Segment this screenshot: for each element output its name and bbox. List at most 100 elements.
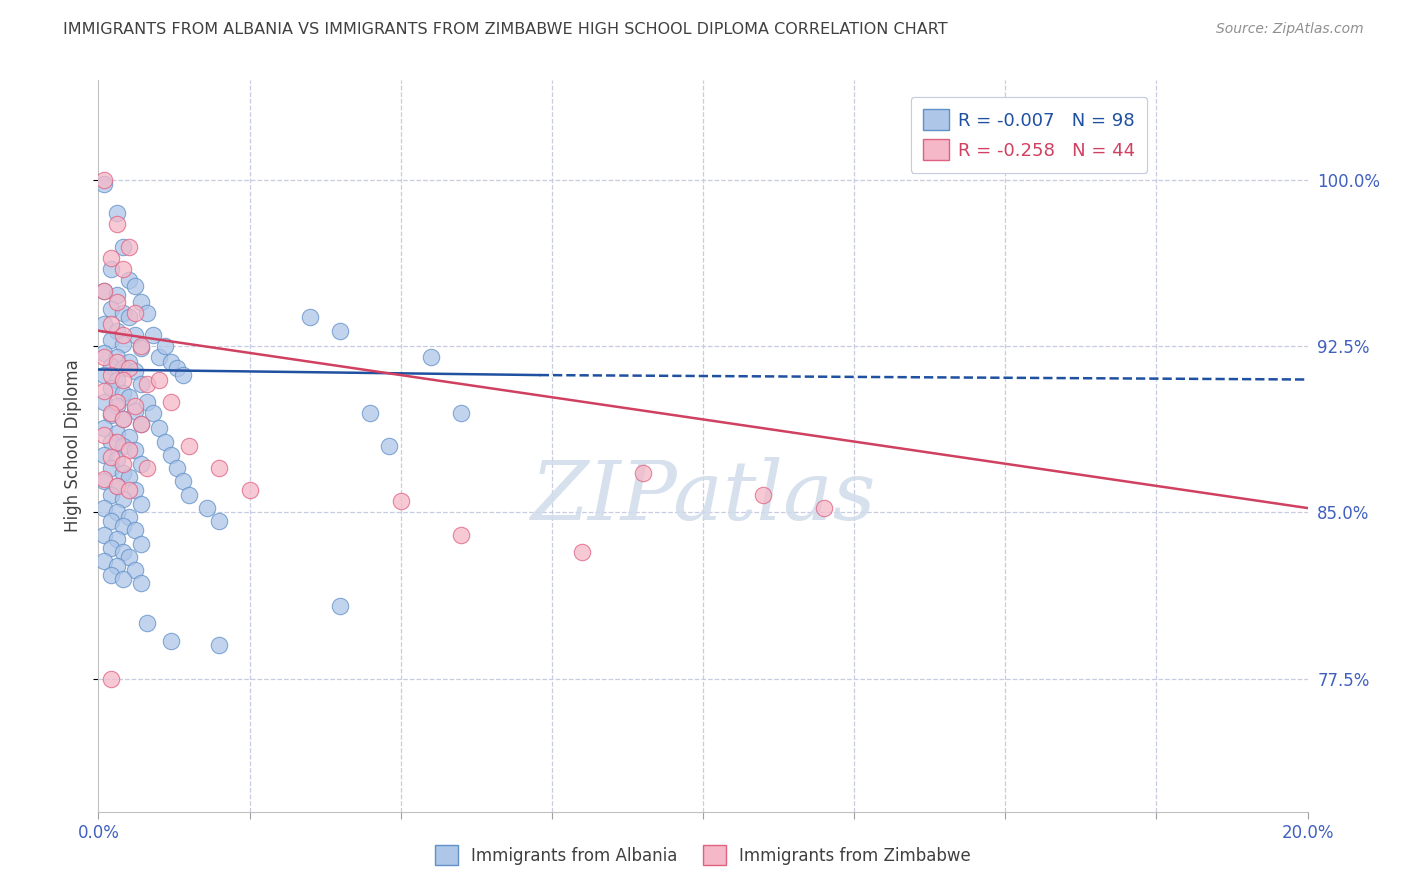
Point [118,355,141,369]
Point [100,450,122,464]
Point [129,417,152,431]
Point [329,599,352,613]
Point [129,339,152,353]
Point [100,381,122,395]
Point [208,514,231,528]
Text: Source: ZipAtlas.com: Source: ZipAtlas.com [1216,22,1364,37]
Point [160,448,183,462]
Point [148,372,170,386]
Point [118,430,141,444]
Point [111,337,134,351]
Point [111,385,134,400]
Point [118,470,141,484]
Point [100,488,122,502]
Point [100,368,122,382]
Point [360,406,382,420]
Point [153,434,176,449]
Point [93,554,115,568]
Point [100,251,122,265]
Point [179,488,201,502]
Point [148,421,170,435]
Point [142,328,165,343]
Point [105,324,128,338]
Point [172,368,194,382]
Point [124,399,146,413]
Point [105,434,128,449]
Point [100,408,122,422]
Point [813,501,835,516]
Point [124,364,146,378]
Point [631,466,654,480]
Point [118,273,141,287]
Point [111,412,134,426]
Point [118,549,141,564]
Point [420,351,443,365]
Point [93,368,115,382]
Point [100,301,122,316]
Point [100,672,122,686]
Point [135,376,157,391]
Point [105,372,128,386]
Point [377,439,399,453]
Point [166,361,188,376]
Point [129,376,152,391]
Point [93,384,115,398]
Point [100,261,122,276]
Point [450,406,472,420]
Point [105,425,128,440]
Point [100,434,122,449]
Text: IMMIGRANTS FROM ALBANIA VS IMMIGRANTS FROM ZIMBABWE HIGH SCHOOL DIPLOMA CORRELAT: IMMIGRANTS FROM ALBANIA VS IMMIGRANTS FR… [63,22,948,37]
Point [129,497,152,511]
Point [299,310,322,325]
Point [93,428,115,442]
Point [100,461,122,475]
Point [93,346,115,360]
Point [105,452,128,467]
Point [135,394,157,409]
Point [111,412,134,426]
Legend: R = -0.007   N = 98, R = -0.258   N = 44: R = -0.007 N = 98, R = -0.258 N = 44 [911,96,1147,173]
Point [129,576,152,591]
Point [111,457,134,471]
Point [111,518,134,533]
Point [105,532,128,546]
Point [124,403,146,417]
Point [160,394,183,409]
Point [111,439,134,453]
Point [166,461,188,475]
Point [118,390,141,404]
Point [118,510,141,524]
Legend: Immigrants from Albania, Immigrants from Zimbabwe: Immigrants from Albania, Immigrants from… [425,836,981,875]
Point [100,333,122,347]
Point [118,310,141,325]
Point [105,294,128,309]
Point [111,306,134,320]
Point [118,443,141,458]
Point [93,317,115,331]
Point [329,324,352,338]
Point [752,488,775,502]
Point [93,475,115,489]
Point [93,501,115,516]
Point [93,421,115,435]
Point [111,372,134,386]
Point [105,506,128,520]
Point [100,514,122,528]
Point [93,394,115,409]
Point [118,239,141,253]
Point [124,523,146,537]
Point [111,492,134,507]
Point [111,466,134,480]
Point [153,339,176,353]
Point [111,239,134,253]
Point [111,261,134,276]
Point [160,634,183,648]
Point [172,475,194,489]
Point [208,639,231,653]
Point [135,306,157,320]
Point [129,457,152,471]
Point [135,461,157,475]
Y-axis label: High School Diploma: High School Diploma [63,359,82,533]
Point [100,359,122,374]
Point [93,173,115,187]
